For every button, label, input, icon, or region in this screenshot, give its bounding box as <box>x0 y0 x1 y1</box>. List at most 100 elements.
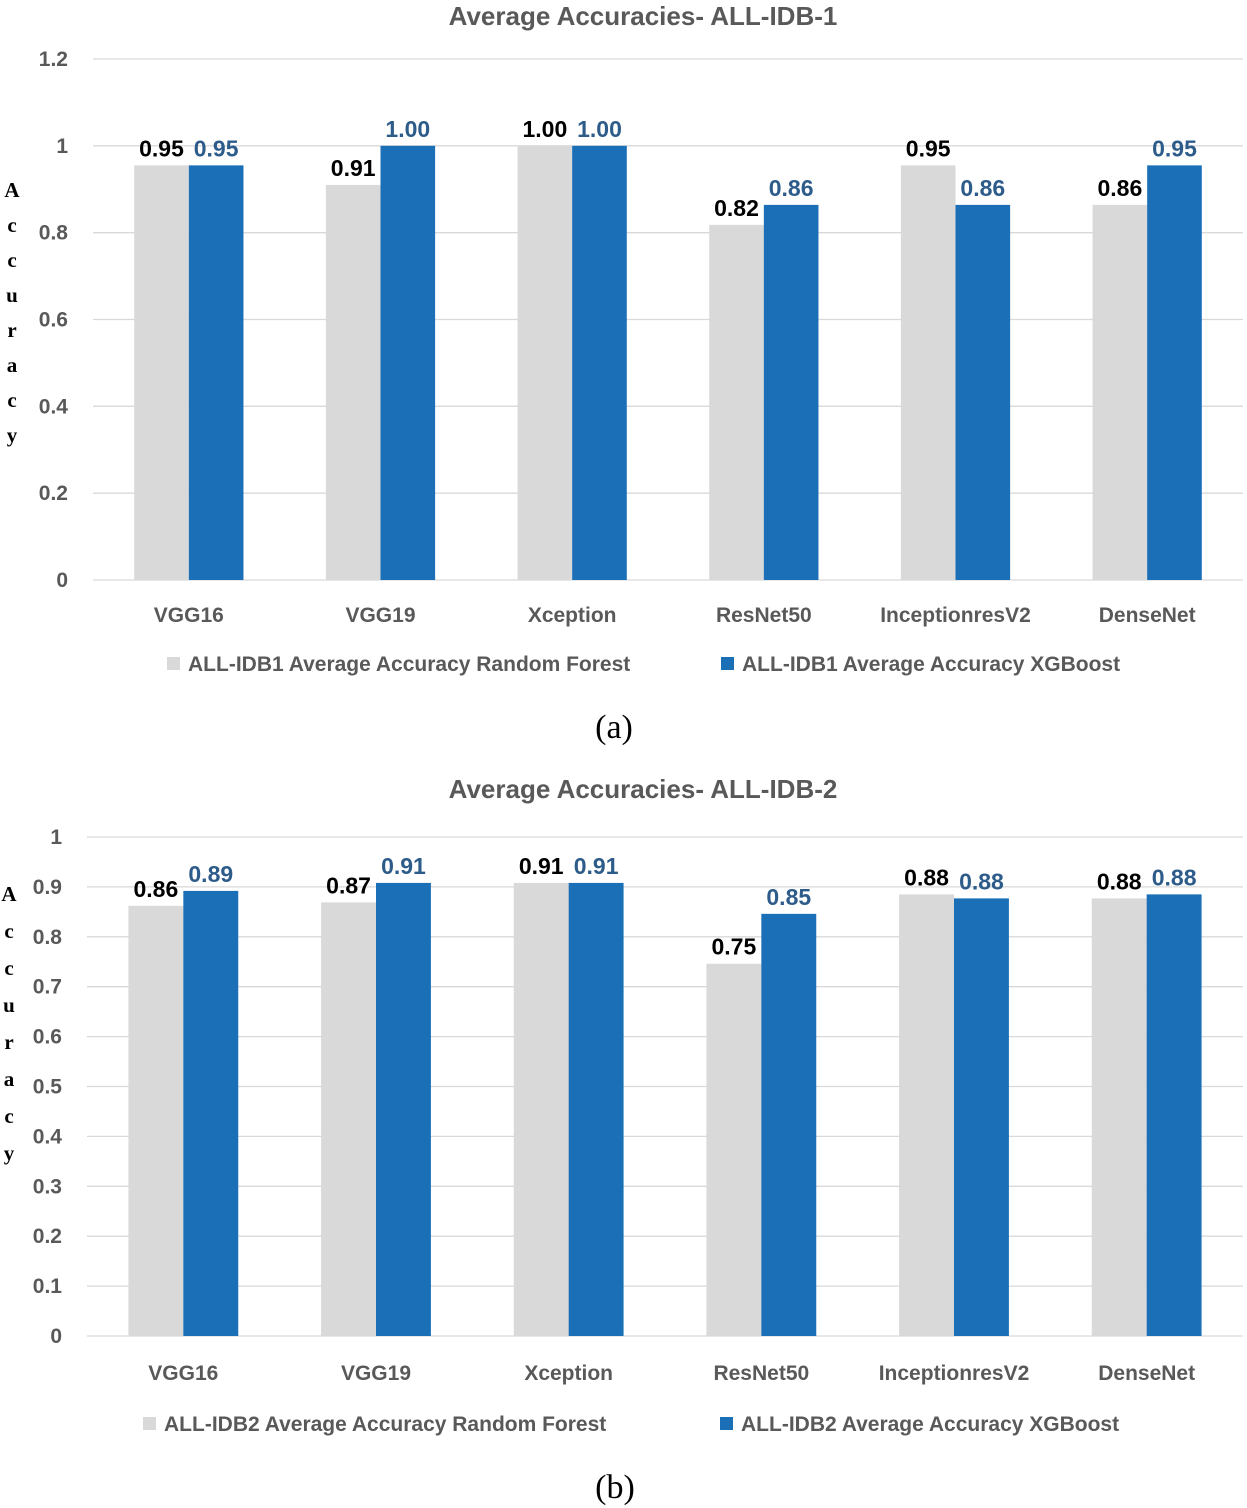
y-axis-label-letter: A <box>4 178 20 202</box>
bar-xgboost <box>188 165 244 580</box>
bar-random-forest <box>900 165 956 580</box>
y-tick-label: 0.2 <box>33 1225 62 1248</box>
bar-xgboost <box>572 145 627 581</box>
data-label: 0.91 <box>519 853 564 879</box>
y-tick-label: 0.5 <box>33 1076 63 1099</box>
y-tick-label: 0.4 <box>33 1125 63 1148</box>
data-label: 0.89 <box>188 861 233 887</box>
x-tick-label: Xception <box>524 1362 613 1385</box>
data-label: 0.91 <box>331 155 376 181</box>
y-axis-label-letter: u <box>3 993 15 1017</box>
y-axis-label-letter: a <box>4 1067 15 1091</box>
data-label: 0.91 <box>574 853 619 879</box>
bar-xgboost <box>955 204 1011 580</box>
bar-xgboost <box>380 145 436 581</box>
y-axis-label-letter: r <box>4 1030 13 1054</box>
legend-label: ALL-IDB2 Average Accuracy XGBoost <box>741 1413 1119 1436</box>
y-tick-label: 0.8 <box>39 222 69 245</box>
y-tick-label: 1.2 <box>39 48 68 71</box>
y-axis-label-letter: c <box>7 388 16 412</box>
data-label: 0.95 <box>906 135 951 161</box>
data-label: 0.91 <box>381 853 426 879</box>
data-label: 1.00 <box>522 116 567 142</box>
y-tick-label: 0.4 <box>39 395 69 418</box>
y-axis-label: Accuracy <box>4 178 20 447</box>
chart-panel-1: Average Accuracies- ALL-IDB-1 0 0.2 0.4 0.6 0… <box>4 1 1243 746</box>
x-tick-label: VGG19 <box>341 1362 411 1385</box>
data-label: 0.85 <box>766 884 811 910</box>
legend: ALL-IDB2 Average Accuracy Random Forest A… <box>143 1413 1119 1436</box>
chart-title: Average Accuracies- ALL-IDB-1 <box>449 1 838 31</box>
y-tick-label: 0.1 <box>33 1275 63 1298</box>
y-axis-label-letter: r <box>7 318 16 342</box>
bar-random-forest <box>709 224 764 580</box>
y-axis-label-letter: a <box>7 353 18 377</box>
x-tick-label: InceptionresV2 <box>880 604 1031 627</box>
data-label: 0.86 <box>960 175 1005 201</box>
legend-swatch <box>721 657 734 670</box>
data-label: 0.86 <box>133 876 178 902</box>
legend-label: ALL-IDB1 Average Accuracy XGBoost <box>742 653 1120 676</box>
chart-title: Average Accuracies- ALL-IDB-2 <box>449 774 838 804</box>
y-axis-label-letter: c <box>7 248 16 272</box>
x-tick-label: VGG19 <box>345 604 415 627</box>
panel-caption: (a) <box>595 709 633 746</box>
data-label: 0.88 <box>904 864 949 890</box>
x-tick-label: InceptionresV2 <box>879 1362 1030 1385</box>
y-axis-label-letter: u <box>6 283 18 307</box>
data-label: 0.95 <box>139 135 184 161</box>
panel-caption: (b) <box>595 1469 635 1506</box>
data-label: 0.86 <box>1097 175 1142 201</box>
y-tick-label: 0 <box>50 1325 62 1348</box>
bar-xgboost <box>1146 894 1202 1336</box>
y-tick-label: 0.7 <box>33 976 62 999</box>
data-label: 0.87 <box>326 872 371 898</box>
data-label: 0.95 <box>194 135 239 161</box>
chart-panel-2: Average Accuracies- ALL-IDB-2 0 0.1 0.2 0.3 0… <box>1 774 1243 1506</box>
data-label: 0.88 <box>959 868 1004 894</box>
y-axis-label-letter: y <box>7 423 18 447</box>
x-tick-label: VGG16 <box>148 1362 218 1385</box>
data-label: 0.75 <box>711 934 756 960</box>
data-label: 0.88 <box>1152 864 1197 890</box>
bar-xgboost <box>954 898 1009 1336</box>
y-tick-label: 1 <box>50 826 62 849</box>
legend-swatch <box>143 1417 156 1430</box>
legend-swatch <box>720 1417 733 1430</box>
y-axis-label-letter: c <box>4 919 13 943</box>
bar-random-forest <box>128 905 184 1336</box>
bar-random-forest <box>1091 898 1147 1336</box>
x-tick-label: Xception <box>528 604 617 627</box>
x-tick-label: ResNet50 <box>716 604 812 627</box>
data-label: 0.95 <box>1152 135 1197 161</box>
data-label: 1.00 <box>577 116 622 142</box>
legend-label: ALL-IDB2 Average Accuracy Random Forest <box>164 1413 606 1436</box>
bar-random-forest <box>513 882 569 1336</box>
data-label: 1.00 <box>385 116 430 142</box>
bar-xgboost <box>1147 165 1202 580</box>
y-tick-label: 0.6 <box>39 309 68 332</box>
y-axis-label: Accuracy <box>1 882 17 1165</box>
y-tick-label: 0.9 <box>33 876 62 899</box>
y-axis-label-letter: c <box>7 213 16 237</box>
bar-random-forest <box>517 145 573 581</box>
data-label: 0.82 <box>714 195 759 221</box>
y-axis-label-letter: y <box>4 1141 15 1165</box>
y-tick-label: 0.6 <box>33 1026 62 1049</box>
y-tick-label: 0.3 <box>33 1175 62 1198</box>
y-axis-label-letter: A <box>1 882 17 906</box>
x-tick-label: DenseNet <box>1099 604 1196 627</box>
x-tick-label: VGG16 <box>154 604 224 627</box>
legend-label: ALL-IDB1 Average Accuracy Random Forest <box>188 653 630 676</box>
bar-random-forest <box>1092 204 1148 580</box>
y-tick-label: 0 <box>56 569 68 592</box>
bar-xgboost <box>183 890 239 1336</box>
y-tick-label: 0.2 <box>39 482 68 505</box>
bar-random-forest <box>134 165 189 580</box>
y-tick-label: 0.8 <box>33 926 63 949</box>
bar-xgboost <box>376 882 431 1336</box>
data-label: 0.86 <box>769 175 814 201</box>
bar-xgboost <box>568 882 624 1336</box>
data-label: 0.88 <box>1097 868 1142 894</box>
